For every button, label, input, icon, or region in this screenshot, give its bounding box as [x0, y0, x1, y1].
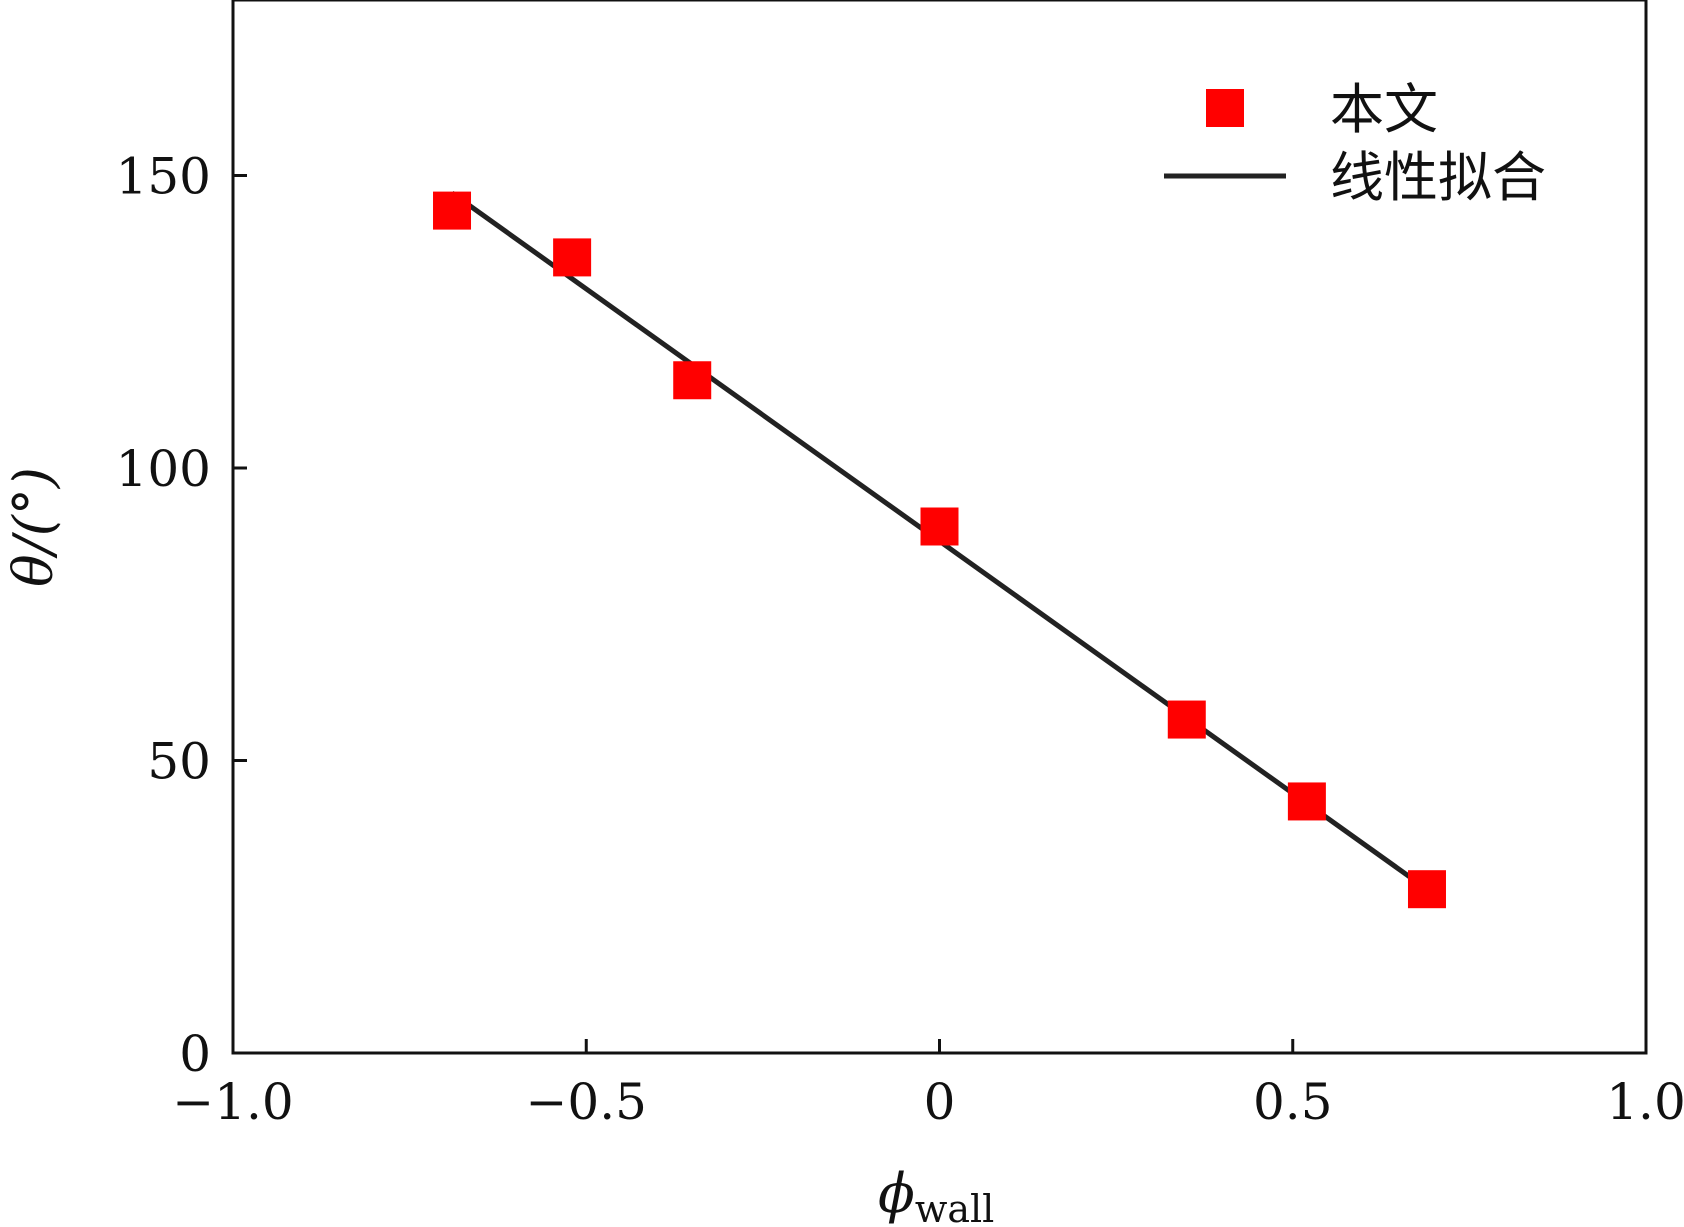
data-point [1407, 870, 1446, 909]
x-axis-label-subscript: wall [915, 1187, 995, 1227]
y-tick-label: 0 [179, 1025, 211, 1083]
data-point [1167, 700, 1206, 739]
x-tick-label: 0 [924, 1073, 956, 1131]
data-point [433, 191, 472, 230]
x-tick-label: −1.0 [172, 1073, 293, 1131]
y-tick-label: 100 [116, 440, 211, 498]
x-axis-label: ϕwall [878, 1162, 994, 1227]
y-axis-ticks: 0 50 100 150 [116, 148, 247, 1083]
data-points-layer [433, 191, 1446, 909]
x-tick-label: −0.5 [526, 1073, 647, 1131]
x-axis-label-main: ϕ [878, 1162, 915, 1225]
legend-label-series-1: 本文 [1330, 78, 1438, 141]
data-point [553, 238, 592, 277]
x-tick-label: 1.0 [1606, 1073, 1684, 1131]
y-tick-label: 50 [147, 733, 211, 791]
x-tick-label: 0.5 [1253, 1073, 1333, 1131]
legend-label-series-2: 线性拟合 [1330, 146, 1546, 209]
data-point [920, 507, 959, 546]
legend-marker-square [1206, 89, 1244, 127]
y-tick-label: 150 [116, 148, 211, 206]
data-point [1287, 782, 1326, 821]
data-point [673, 361, 712, 400]
y-axis-label: θ/(°) [2, 467, 65, 587]
x-axis-ticks: −1.0 −0.5 0 0.5 1.0 [172, 1039, 1684, 1131]
legend: 本文 线性拟合 [1164, 78, 1546, 209]
